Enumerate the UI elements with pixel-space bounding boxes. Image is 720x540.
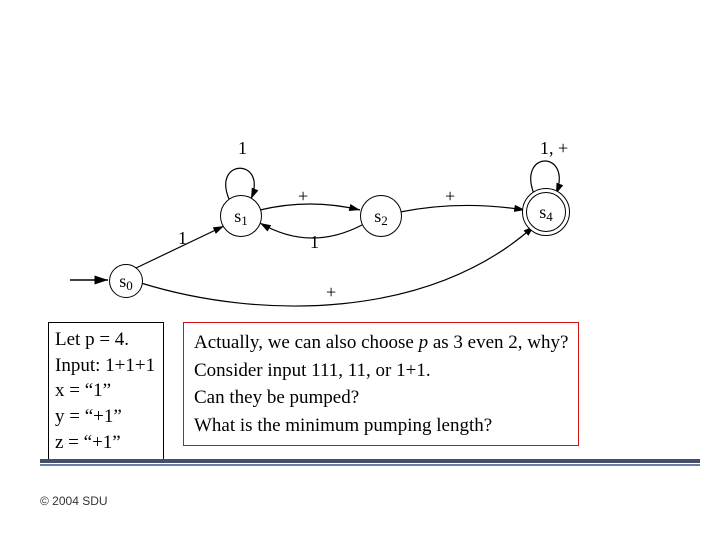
state-s1: s1	[220, 195, 262, 237]
edge-s1-s2	[260, 204, 360, 210]
state-s0: s0	[109, 264, 143, 298]
rightbox-line-0: Actually, we can also choose p as 3 even…	[194, 329, 568, 357]
edge-s2-s4	[400, 205, 525, 212]
state-s4-label: s4	[539, 202, 553, 223]
footer-rule-inner	[40, 464, 700, 466]
state-s2: s2	[360, 195, 402, 237]
state-s0-label: s0	[119, 271, 133, 292]
footer-rule-outer	[40, 459, 700, 463]
leftbox-line-4: z = “+1”	[55, 430, 155, 456]
label-loop-s4: 1, +	[540, 138, 568, 159]
label-loop-s1: 1	[238, 138, 247, 159]
label-s0-s1: 1	[178, 228, 187, 249]
label-s2-s1: 1	[310, 232, 319, 253]
rightbox-line-3: What is the minimum pumping length?	[194, 412, 568, 440]
leftbox-line-1: Input: 1+1+1	[55, 353, 155, 379]
rightbox-line-1: Consider input 111, 11, or 1+1.	[194, 357, 568, 385]
label-s2-s4: +	[445, 186, 455, 207]
question-box: Actually, we can also choose p as 3 even…	[183, 322, 579, 446]
edge-s0-s4	[141, 226, 534, 306]
state-s2-label: s2	[374, 206, 388, 227]
state-s1-label: s1	[234, 206, 248, 227]
pumping-example-box: Let p = 4. Input: 1+1+1 x = “1” y = “+1”…	[48, 322, 164, 460]
label-s0-s4: +	[326, 282, 336, 303]
label-s1-s2: +	[298, 186, 308, 207]
copyright-text: © 2004 SDU	[40, 494, 108, 508]
leftbox-line-0: Let p = 4.	[55, 327, 155, 353]
rightbox-line-2: Can they be pumped?	[194, 384, 568, 412]
state-s4: s4	[526, 192, 566, 232]
leftbox-line-2: x = “1”	[55, 378, 155, 404]
leftbox-line-3: y = “+1”	[55, 404, 155, 430]
